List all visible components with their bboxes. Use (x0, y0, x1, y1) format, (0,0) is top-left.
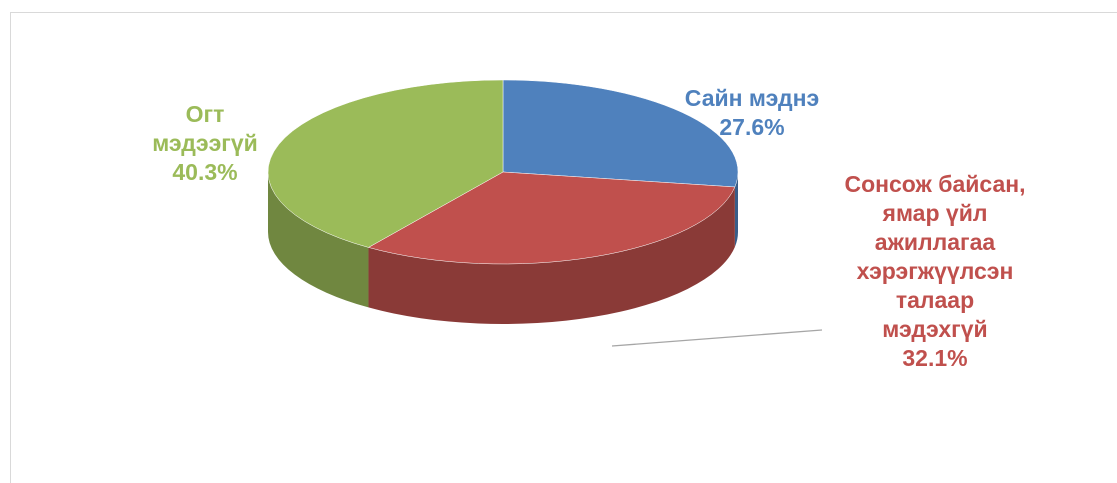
data-label: Сайн мэднэ 27.6% (652, 84, 852, 142)
slice (367, 171, 736, 265)
leader-line (611, 329, 823, 347)
slice-side (368, 186, 735, 324)
slice (502, 79, 739, 188)
value-label: 40.3% (172, 159, 238, 185)
category-label: Огт мэдээгүй (152, 101, 258, 156)
chart-border (10, 12, 1117, 483)
value-label: 32.1% (902, 345, 968, 371)
slice-side (734, 172, 738, 247)
data-label: Огт мэдээгүй 40.3% (130, 100, 280, 187)
category-label: Сонсож байсан, ямар үйл ажиллагаа хэрэгж… (844, 171, 1026, 342)
slice-side (268, 172, 369, 308)
value-label: 27.6% (719, 114, 785, 140)
slice (267, 79, 504, 248)
data-label: Сонсож байсан, ямар үйл ажиллагаа хэрэгж… (840, 170, 1030, 373)
category-label: Сайн мэднэ (684, 85, 820, 111)
